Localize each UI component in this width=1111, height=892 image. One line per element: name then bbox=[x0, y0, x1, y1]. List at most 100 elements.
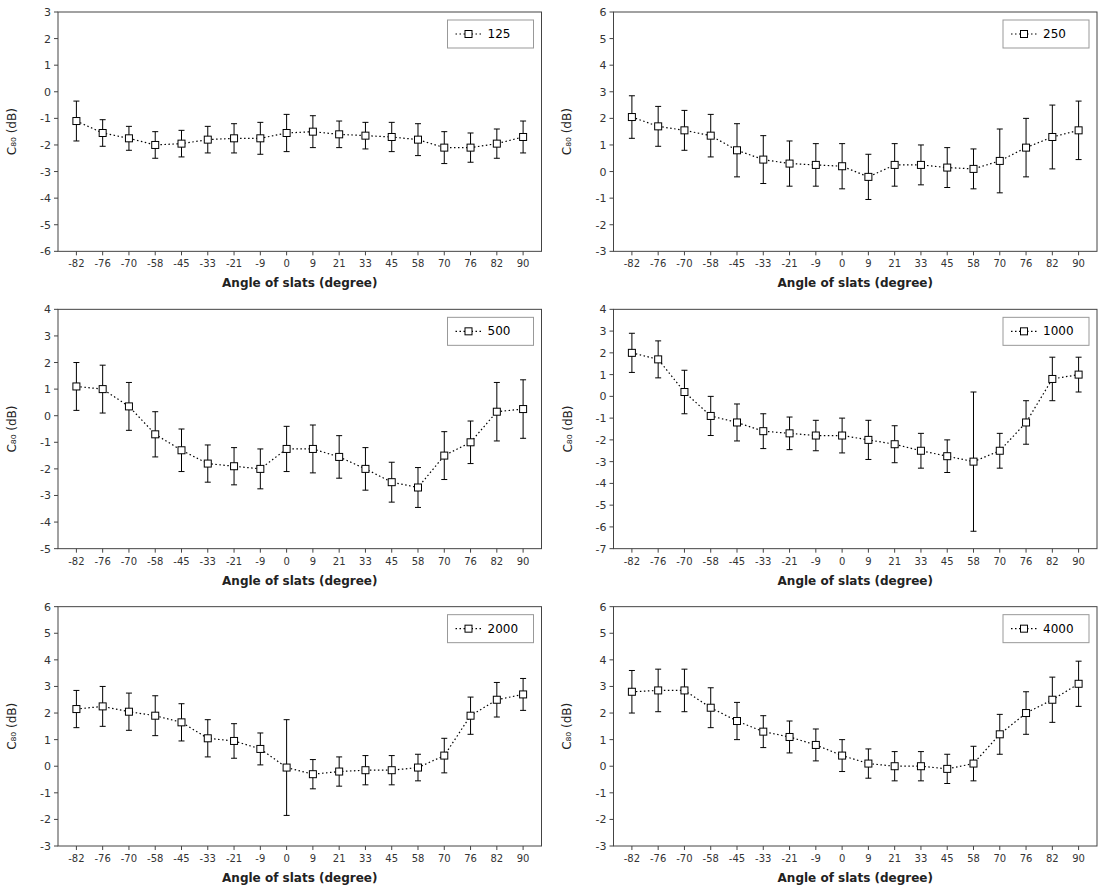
error-bar bbox=[152, 412, 158, 457]
point bbox=[178, 447, 185, 454]
error-bar bbox=[179, 429, 185, 472]
error-bar-cap bbox=[415, 507, 421, 508]
x-tick bbox=[181, 549, 182, 553]
error-bar-cap bbox=[839, 452, 845, 453]
error-bar-cap bbox=[284, 426, 290, 427]
error-bar-cap bbox=[100, 119, 106, 120]
plot-background bbox=[614, 12, 1098, 251]
series-line bbox=[632, 353, 1079, 462]
point bbox=[865, 760, 872, 767]
y-tick-label: -1 bbox=[596, 192, 607, 205]
error-bar-cap bbox=[787, 449, 793, 450]
error-bar bbox=[787, 417, 793, 450]
y-tick-label: -4 bbox=[596, 477, 607, 490]
y-tick bbox=[54, 819, 58, 820]
series-line bbox=[632, 684, 1079, 769]
point bbox=[152, 431, 159, 438]
error-bar-cap bbox=[152, 411, 158, 412]
point bbox=[970, 458, 977, 465]
error-bar-cap bbox=[284, 151, 290, 152]
error-bar-cap bbox=[205, 126, 211, 127]
legend-label: 1000 bbox=[1043, 324, 1074, 338]
y-tick-label: 4 bbox=[44, 654, 51, 667]
error-bar-cap bbox=[205, 152, 211, 153]
x-tick-label: -82 bbox=[624, 853, 640, 864]
error-bar bbox=[944, 754, 950, 783]
plot-frame bbox=[58, 12, 542, 251]
error-bar-cap bbox=[520, 678, 526, 679]
point bbox=[362, 767, 369, 774]
error-bar-cap bbox=[918, 144, 924, 145]
error-bar-cap bbox=[494, 717, 500, 718]
x-tick bbox=[391, 549, 392, 553]
error-bar-cap bbox=[1076, 392, 1082, 393]
point bbox=[309, 445, 316, 452]
y-tick bbox=[54, 224, 58, 225]
error-bar-cap bbox=[494, 682, 500, 683]
error-bar-cap bbox=[734, 403, 740, 404]
y-tick-label: 1 bbox=[600, 734, 607, 747]
y-tick-label: 5 bbox=[600, 627, 607, 640]
error-bar-cap bbox=[708, 396, 714, 397]
x-tick-label: -70 bbox=[676, 556, 692, 567]
error-bar-cap bbox=[760, 715, 766, 716]
point bbox=[681, 687, 688, 694]
error-bar bbox=[629, 333, 635, 372]
y-tick-label: 4 bbox=[44, 303, 51, 316]
y-tick-label: -2 bbox=[40, 813, 51, 826]
error-bar bbox=[284, 426, 290, 471]
point bbox=[628, 349, 635, 356]
y-tick bbox=[54, 495, 58, 496]
x-tick bbox=[631, 251, 632, 255]
point bbox=[707, 412, 714, 419]
x-tick bbox=[842, 549, 843, 553]
error-bar-cap bbox=[997, 714, 1003, 715]
y-tick-label: 2 bbox=[600, 347, 607, 360]
error-bar-cap bbox=[760, 448, 766, 449]
x-tick-label: 90 bbox=[1072, 258, 1085, 269]
error-bar bbox=[494, 382, 500, 441]
error-bar bbox=[892, 144, 898, 187]
error-bar-cap bbox=[362, 755, 368, 756]
error-bar bbox=[231, 124, 237, 153]
point bbox=[1075, 371, 1082, 378]
y-tick bbox=[610, 65, 614, 66]
error-bar-cap bbox=[362, 784, 368, 785]
error-bar bbox=[441, 432, 447, 480]
x-tick-label: 0 bbox=[839, 556, 845, 567]
error-bar bbox=[787, 721, 793, 753]
x-tick bbox=[894, 251, 895, 255]
x-tick bbox=[496, 846, 497, 850]
x-tick bbox=[391, 846, 392, 850]
y-tick-label: 0 bbox=[44, 760, 51, 773]
data-group bbox=[628, 96, 1082, 200]
error-bar-cap bbox=[494, 158, 500, 159]
y-tick bbox=[54, 335, 58, 336]
error-bar-cap bbox=[892, 751, 898, 752]
x-tick-label: 58 bbox=[967, 556, 980, 567]
point bbox=[1023, 144, 1030, 151]
y-tick bbox=[610, 686, 614, 687]
y-tick-label: -2 bbox=[40, 139, 51, 152]
error-bar-cap bbox=[494, 129, 500, 130]
x-tick bbox=[523, 251, 524, 255]
error-bar-cap bbox=[1076, 706, 1082, 707]
error-bar-cap bbox=[231, 723, 237, 724]
error-bar-cap bbox=[231, 152, 237, 153]
y-tick bbox=[54, 522, 58, 523]
x-tick bbox=[207, 251, 208, 255]
y-tick-label: 3 bbox=[600, 86, 607, 99]
error-bar-cap bbox=[708, 435, 714, 436]
error-bar bbox=[918, 433, 924, 468]
point bbox=[760, 428, 767, 435]
point bbox=[99, 386, 106, 393]
error-bar-cap bbox=[892, 143, 898, 144]
x-tick bbox=[470, 251, 471, 255]
data-group bbox=[628, 333, 1082, 531]
error-bar-cap bbox=[787, 140, 793, 141]
error-bar bbox=[284, 720, 290, 816]
error-bar-cap bbox=[970, 746, 976, 747]
x-tick-label: 90 bbox=[1072, 853, 1085, 864]
error-bar-cap bbox=[787, 721, 793, 722]
x-tick-label: 76 bbox=[464, 258, 477, 269]
